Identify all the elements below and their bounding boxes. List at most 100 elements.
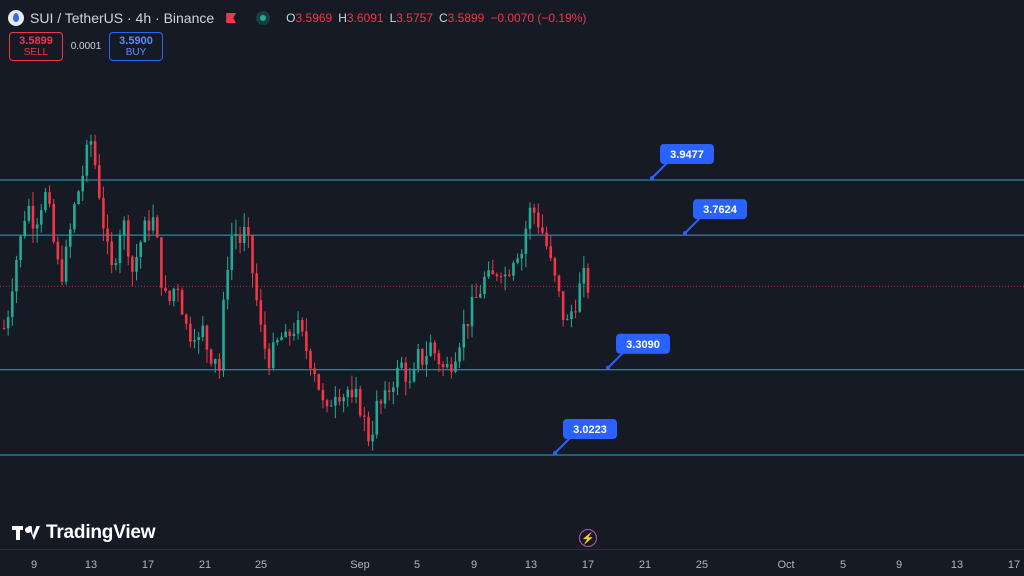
candle-body xyxy=(491,270,495,275)
level-pointer xyxy=(554,436,572,454)
candle-body xyxy=(532,207,536,213)
candle-body xyxy=(458,347,461,362)
candle-body xyxy=(412,368,416,382)
x-tick-label: 21 xyxy=(639,559,651,571)
candle-body xyxy=(197,337,200,341)
candle-body xyxy=(151,217,155,231)
candle-body xyxy=(561,291,565,320)
x-tick-label: 13 xyxy=(85,559,97,571)
candle-body xyxy=(441,364,445,368)
candle-body xyxy=(255,273,258,301)
candle-body xyxy=(271,342,275,369)
candle-body xyxy=(466,323,470,327)
candle-body xyxy=(139,242,142,257)
candle-body xyxy=(325,400,329,407)
candle-body xyxy=(23,220,27,237)
level-label: 3.7624 xyxy=(703,204,738,216)
candle-body xyxy=(528,207,532,229)
candle-body xyxy=(557,275,561,292)
symbol-legend: SUI / TetherUS · 4h · Binance O3.5969 H3… xyxy=(8,8,586,28)
x-tick-label: Oct xyxy=(777,559,794,571)
candle-body xyxy=(367,416,370,442)
level-label-box xyxy=(660,144,714,164)
candle-body xyxy=(321,389,325,401)
candle-body xyxy=(263,324,267,349)
candle-body xyxy=(404,362,408,382)
candle-body xyxy=(155,217,159,238)
tradingview-logo[interactable]: TradingView xyxy=(12,522,156,544)
chart-title[interactable]: SUI / TetherUS · 4h · Binance xyxy=(30,10,215,26)
level-label-box xyxy=(616,333,670,354)
candle-body xyxy=(276,340,279,343)
candle-body xyxy=(201,325,205,338)
level-pointer xyxy=(607,351,625,369)
candle-body xyxy=(184,314,188,324)
candle-body xyxy=(6,317,10,329)
candle-body xyxy=(363,415,366,417)
candle-body xyxy=(143,220,147,243)
bolt-icon[interactable]: ⚡ xyxy=(579,529,597,547)
candle-body xyxy=(354,388,358,398)
candle-body xyxy=(545,232,548,247)
candle-body xyxy=(218,358,221,371)
candle-body xyxy=(313,368,316,375)
candle-body xyxy=(288,331,292,337)
candle-body xyxy=(462,323,466,348)
candle-body xyxy=(474,296,478,298)
market-status-icon xyxy=(256,11,271,25)
x-tick-label: 13 xyxy=(525,559,537,571)
buy-button[interactable]: 3.5900 BUY xyxy=(109,32,163,61)
candle-body xyxy=(226,269,229,300)
candle-body xyxy=(209,349,213,364)
candle-body xyxy=(582,268,586,284)
candle-body xyxy=(416,348,420,369)
candle-body xyxy=(387,390,391,392)
candle-body xyxy=(85,144,89,176)
low-value: 3.5757 xyxy=(396,11,433,25)
x-tick-label: 5 xyxy=(840,559,846,571)
candle-body xyxy=(358,388,362,416)
candle-body xyxy=(578,283,582,312)
level-pointer-dot xyxy=(553,451,557,455)
candle-body xyxy=(73,204,76,230)
candle-body xyxy=(259,300,263,325)
candle-body xyxy=(168,290,171,302)
close-key: C xyxy=(438,11,448,25)
candle-body xyxy=(102,197,105,229)
sell-button[interactable]: 3.5899 SELL xyxy=(9,32,63,61)
x-tick-label: 9 xyxy=(896,559,902,571)
candle-body xyxy=(189,323,192,342)
candle-body xyxy=(317,374,321,390)
level-label: 3.9477 xyxy=(670,149,704,161)
x-tick-label: 17 xyxy=(582,559,594,571)
candle-body xyxy=(483,276,486,295)
candle-body xyxy=(338,397,341,402)
buy-label: BUY xyxy=(125,46,147,58)
ohlc-values: O3.5969 H3.6091 L3.5757 C3.5899 −0.0070 … xyxy=(286,11,586,25)
x-tick-label: 9 xyxy=(471,559,477,571)
candle-body xyxy=(379,400,383,404)
candle-body xyxy=(280,337,283,341)
candle-body xyxy=(15,260,18,292)
x-tick-label: Sep xyxy=(350,559,370,571)
level-pointer-dot xyxy=(683,231,687,236)
candle-body xyxy=(160,237,163,288)
candle-body xyxy=(81,175,84,192)
candle-body xyxy=(346,389,350,398)
flag-icon[interactable] xyxy=(226,13,237,23)
candle-body xyxy=(97,165,101,198)
open-value: 3.5969 xyxy=(295,11,333,25)
candle-body xyxy=(31,205,35,229)
candle-body xyxy=(44,192,47,211)
level-label: 3.3090 xyxy=(626,339,660,351)
candle-body xyxy=(524,228,528,254)
candle-body xyxy=(433,342,437,354)
candle-body xyxy=(52,203,56,242)
candle-body xyxy=(56,241,60,260)
candle-body xyxy=(479,294,482,298)
candle-body xyxy=(421,348,424,365)
candle-body xyxy=(48,192,51,204)
candle-body xyxy=(445,364,449,368)
